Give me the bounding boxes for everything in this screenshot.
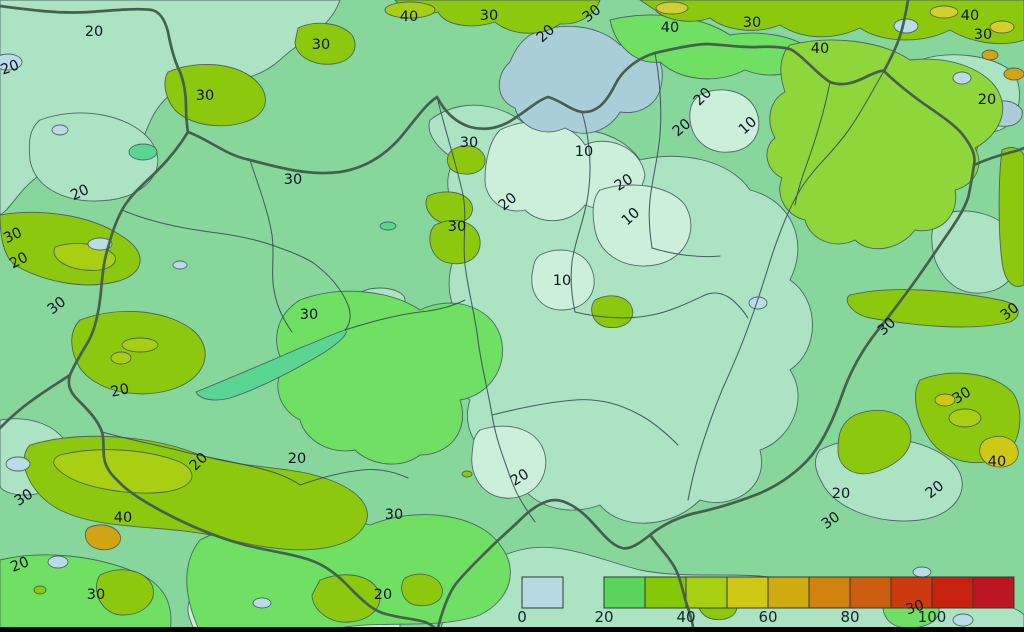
contour-label: 20 bbox=[85, 24, 103, 40]
contour-label: 20 bbox=[832, 486, 850, 502]
border-ukraine-romania bbox=[972, 146, 1024, 167]
county-borders bbox=[101, 52, 885, 523]
contour-label: 30 bbox=[904, 598, 926, 619]
hungary-border-north-east bbox=[186, 42, 976, 632]
contour-label: 30 bbox=[87, 587, 105, 603]
legend-swatch bbox=[726, 576, 769, 609]
contour-label: 40 bbox=[114, 510, 132, 526]
legend-tick-label: 20 bbox=[594, 608, 613, 626]
contour-label: 40 bbox=[961, 8, 979, 24]
legend-swatch bbox=[767, 576, 810, 609]
contour-label: 40 bbox=[811, 41, 829, 57]
contour-fills-g40 bbox=[53, 1, 982, 494]
border-slovenia-croatia bbox=[0, 373, 72, 430]
contour-label: 20 bbox=[68, 182, 91, 204]
legend-swatch bbox=[685, 576, 728, 609]
legend-tick-labels: 0 20 40 60 80 100 bbox=[517, 608, 946, 626]
legend-swatch bbox=[521, 576, 564, 609]
border-serbia-croatia bbox=[648, 533, 695, 632]
contour-label: 20 bbox=[0, 57, 21, 78]
contour-label: 10 bbox=[575, 144, 593, 160]
contour-label: 30 bbox=[480, 8, 498, 24]
legend-tick-label: 60 bbox=[758, 608, 777, 626]
contour-label: 20 bbox=[8, 554, 31, 576]
contour-label: 30 bbox=[460, 135, 478, 151]
contour-label: 20 bbox=[7, 250, 31, 273]
river-danube bbox=[436, 96, 536, 523]
contour-label: 40 bbox=[400, 9, 418, 25]
legend-swatch bbox=[849, 576, 892, 609]
river-tisza bbox=[687, 70, 885, 501]
contour-label: 20 bbox=[109, 381, 130, 400]
contour-label: 30 bbox=[284, 172, 302, 188]
legend-tick-label: 80 bbox=[840, 608, 859, 626]
contour-label: 30 bbox=[1, 225, 24, 247]
border-slovakia-ukraine bbox=[882, 0, 910, 73]
legend-swatch bbox=[808, 576, 851, 609]
contour-label: 30 bbox=[974, 27, 992, 43]
contour-label: 30 bbox=[300, 307, 318, 323]
lake-velence bbox=[379, 221, 397, 231]
water-bodies bbox=[0, 18, 1004, 627]
contour-fills-yellow-orange bbox=[84, 1, 1024, 551]
bottom-bar bbox=[0, 627, 1024, 632]
lake-ferto bbox=[128, 143, 158, 161]
contour-label: 30 bbox=[743, 15, 761, 31]
legend-tick-label: 100 bbox=[918, 608, 947, 626]
legend-swatch bbox=[972, 576, 1015, 609]
border-austria-czech bbox=[0, 4, 190, 134]
contour-label: 20 bbox=[978, 92, 996, 108]
contour-label: 30 bbox=[448, 219, 466, 235]
contour-label: 30 bbox=[196, 88, 214, 104]
contour-label: 40 bbox=[661, 20, 679, 36]
legend-swatch bbox=[603, 576, 646, 609]
legend-tick-label: 40 bbox=[676, 608, 695, 626]
contour-fills-mint bbox=[187, 89, 760, 632]
contour-label: 30 bbox=[385, 507, 403, 523]
contour-label: 20 bbox=[288, 451, 306, 467]
legend-swatch bbox=[890, 576, 933, 609]
contour-label: 20 bbox=[374, 587, 392, 603]
contour-label: 40 bbox=[988, 454, 1006, 470]
legend-colorbar bbox=[521, 576, 1015, 609]
lake-balaton bbox=[195, 329, 347, 401]
contour-label: 10 bbox=[553, 273, 571, 289]
legend-tick-label: 0 bbox=[517, 608, 527, 626]
contour-fills-vivid-green bbox=[766, 39, 1004, 250]
legend-swatch bbox=[931, 576, 974, 609]
contour-label: 30 bbox=[312, 37, 330, 53]
hungary-border-west-south bbox=[67, 130, 439, 632]
